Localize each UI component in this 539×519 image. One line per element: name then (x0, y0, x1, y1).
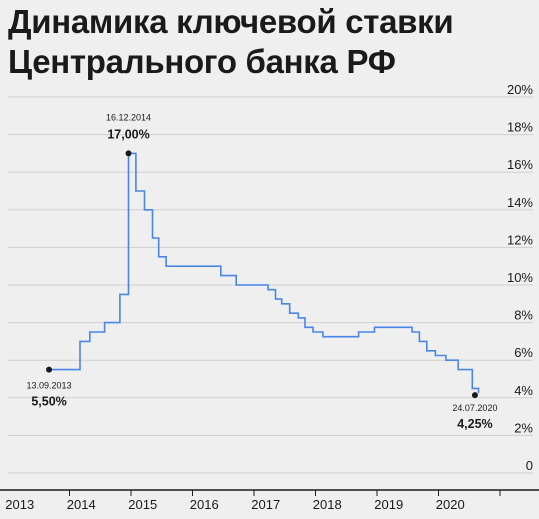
y-tick-label: 10% (507, 270, 533, 285)
annotation-dot (46, 366, 53, 373)
annotation-dot (471, 392, 478, 399)
y-tick-label: 8% (514, 308, 533, 323)
x-tick-label: 2020 (436, 497, 465, 512)
series-layer (51, 152, 480, 394)
chart-title: Динамика ключевой ставки Центрального ба… (8, 3, 454, 80)
y-tick-label: 20% (507, 82, 533, 97)
y-tick-label: 4% (514, 383, 533, 398)
annotation-value: 4,25% (457, 417, 492, 431)
annotation-value: 5,50% (31, 395, 66, 409)
annotation-value: 17,00% (107, 127, 149, 141)
annotation-date: 24.07.2020 (452, 403, 497, 413)
y-tick-label: 14% (507, 195, 533, 210)
y-tick-label: 12% (507, 232, 533, 247)
x-axis: 2013 2014 2015 2016 2017 2018 2019 2020 (0, 489, 539, 512)
y-tick-label: 18% (507, 120, 533, 135)
annotations-layer: 13.09.2013 5,50% 16.12.2014 17,00% 24.07.202… (27, 112, 498, 431)
y-tick-label: 0 (526, 458, 533, 473)
annotation-date: 13.09.2013 (27, 381, 72, 391)
grid-lines (8, 96, 533, 474)
y-tick-label: 16% (507, 157, 533, 172)
rate-line (51, 152, 480, 394)
x-tick-label: 2015 (128, 497, 157, 512)
annotation-dot (125, 150, 132, 157)
y-tick-label: 6% (514, 345, 533, 360)
y-tick-label: 2% (514, 420, 533, 435)
x-tick-label: 2013 (5, 497, 34, 512)
x-tick-label: 2016 (190, 497, 219, 512)
y-axis-tick-labels: 0 2% 4% 6% 8% 10% 12% 14% 16% 18% 20% (507, 82, 533, 473)
x-tick-label: 2017 (251, 497, 280, 512)
x-tick-label: 2019 (374, 497, 403, 512)
x-tick-label: 2018 (313, 497, 342, 512)
annotation-date: 16.12.2014 (106, 112, 151, 122)
x-tick-label: 2014 (67, 497, 96, 512)
